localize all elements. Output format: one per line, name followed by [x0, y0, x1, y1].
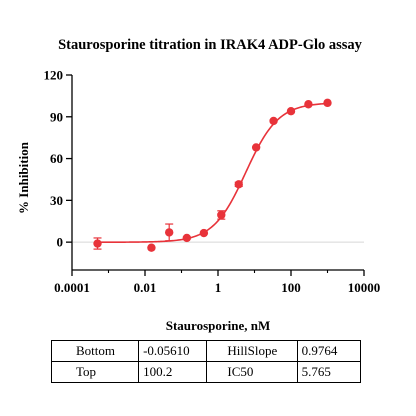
data-point — [147, 243, 156, 252]
data-point — [199, 228, 209, 238]
x-axis-title: Staurosporine, nM — [166, 318, 271, 333]
param-label: Top — [50, 361, 140, 383]
param-label: Bottom — [50, 340, 140, 362]
data-point — [234, 180, 243, 189]
data-points-group — [93, 98, 332, 252]
param-label: IC50 — [206, 361, 298, 383]
y-axis-title: % Inhibition — [16, 141, 31, 214]
x-tick-label: 0.0001 — [54, 280, 90, 295]
y-tick-label: 120 — [44, 68, 64, 83]
axes: 0 30 60 90 120 0.0001 0.01 1 100 10000 — [44, 68, 381, 296]
table-row: Top 100.2 IC50 5.765 — [50, 361, 362, 383]
fit-curve — [97, 102, 328, 244]
x-tick-label: 100 — [281, 280, 301, 295]
table-row: Bottom -0.05610 HillSlope 0.9764 — [50, 340, 362, 362]
data-point — [304, 100, 313, 109]
param-value: -0.05610 — [138, 340, 208, 362]
data-point — [164, 228, 174, 237]
fit-parameters-table: Bottom -0.05610 HillSlope 0.9764 Top 100… — [50, 340, 362, 383]
y-tick-label: 0 — [57, 235, 64, 250]
y-tick-label: 90 — [50, 109, 63, 124]
data-point — [251, 143, 261, 152]
y-tick-label: 30 — [50, 193, 63, 208]
data-point — [286, 107, 296, 116]
param-value: 5.765 — [296, 361, 362, 383]
data-point — [217, 210, 226, 220]
data-point — [323, 98, 332, 108]
fit-curve-group — [97, 102, 328, 244]
param-label: HillSlope — [206, 340, 298, 362]
param-value: 0.9764 — [296, 340, 362, 362]
chart-title: Staurosporine titration in IRAK4 ADP-Glo… — [58, 37, 363, 53]
x-tick-label: 1 — [215, 280, 222, 295]
data-point — [182, 233, 192, 243]
y-tick-label: 60 — [50, 151, 63, 166]
data-point — [93, 239, 102, 248]
data-point — [269, 116, 278, 126]
x-tick-label: 10000 — [348, 280, 381, 295]
x-tick-label: 0.01 — [134, 280, 157, 295]
param-value: 100.2 — [138, 361, 208, 383]
